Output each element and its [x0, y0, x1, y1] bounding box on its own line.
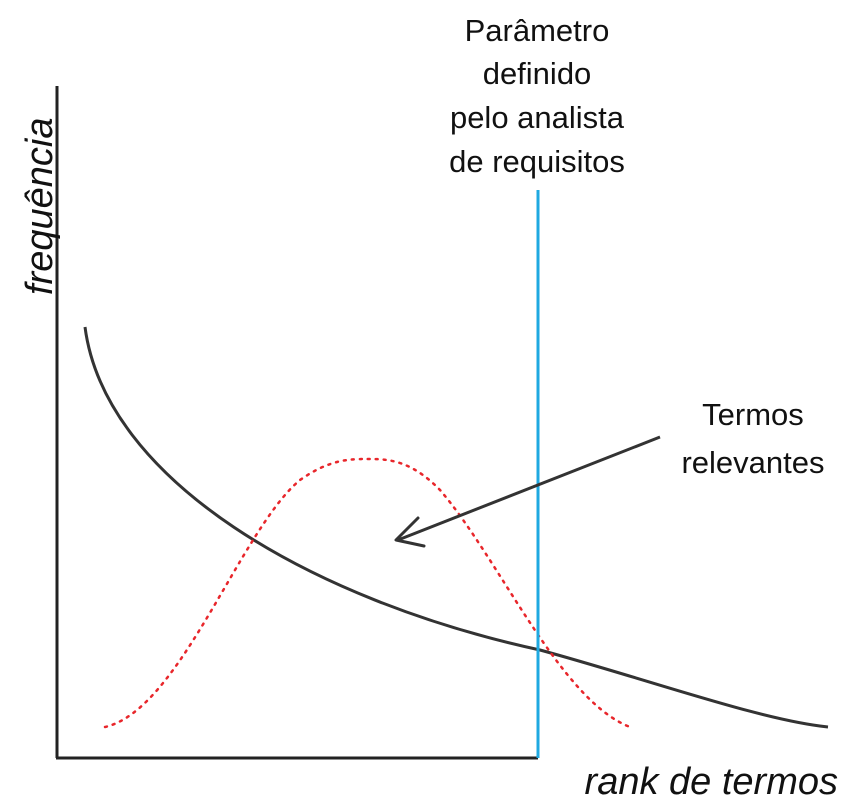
relevant-terms-curve: [103, 457, 632, 729]
y-axis-label: frequência: [19, 118, 61, 295]
arrow-shaft: [397, 435, 661, 542]
relevant-label-line-1: Termos: [702, 397, 804, 432]
parameter-label-line-1: Parâmetro: [465, 13, 610, 48]
parameter-label-line-4: de requisitos: [449, 144, 625, 179]
parameter-label-line-2: definido: [483, 56, 592, 91]
arrow-head: [394, 516, 426, 548]
parameter-label-line-3: pelo analista: [450, 100, 625, 135]
parameter-annotation: Parâmetro definido pelo analista de requ…: [449, 13, 625, 179]
relevant-label-line-2: relevantes: [681, 445, 824, 480]
x-axis-label: rank de termos: [585, 761, 838, 803]
frequency-curve: [83, 326, 829, 729]
relevant-terms-annotation: Termos relevantes: [681, 397, 824, 480]
